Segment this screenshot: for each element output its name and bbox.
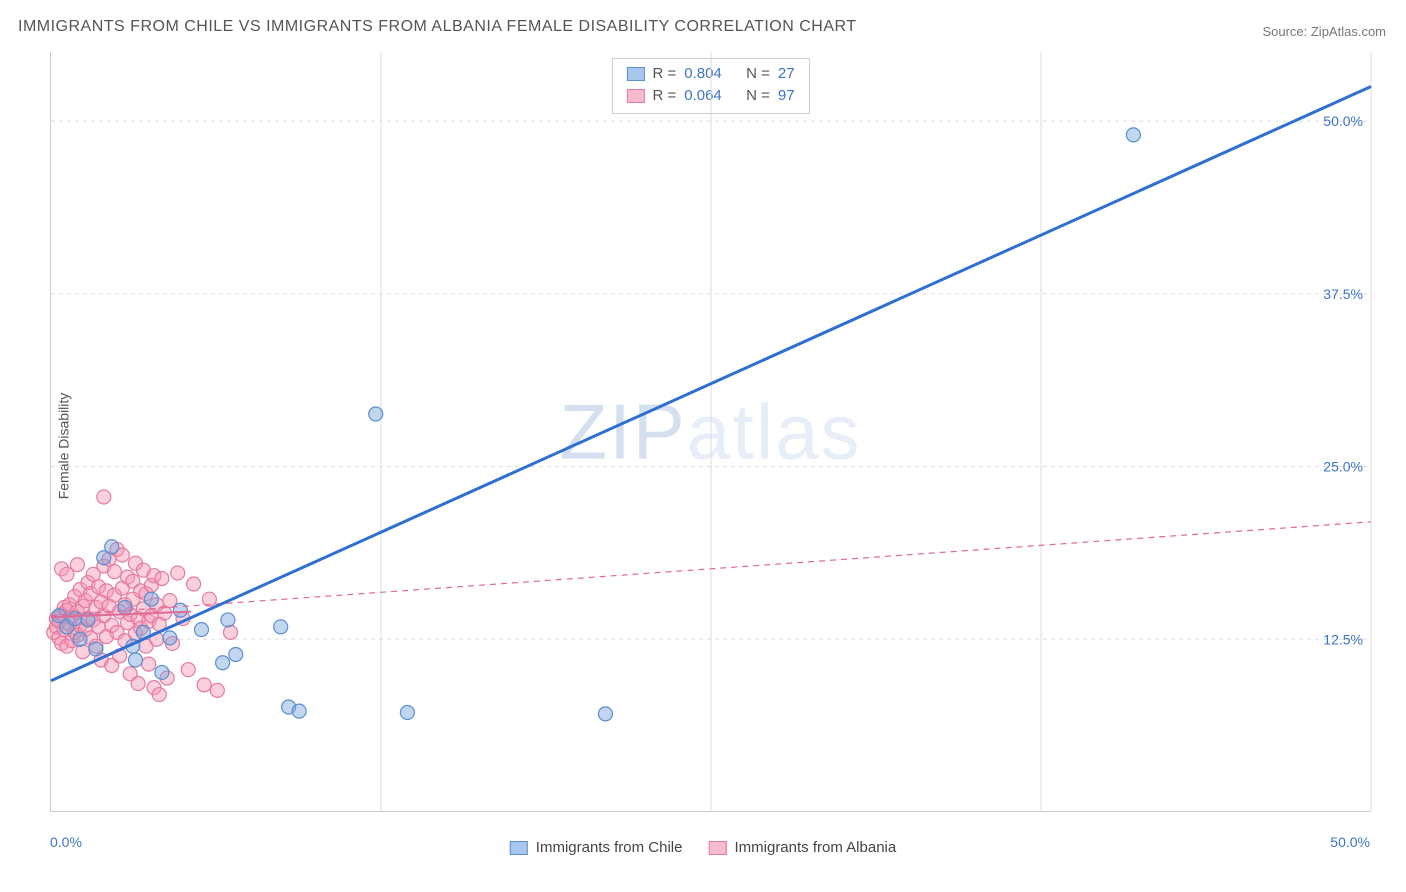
legend-label: Immigrants from Albania — [734, 839, 896, 856]
legend-item: Immigrants from Chile — [510, 839, 683, 856]
data-point — [181, 663, 195, 677]
legend-label: Immigrants from Chile — [536, 839, 683, 856]
data-point — [171, 566, 185, 580]
data-point — [369, 407, 383, 421]
data-point — [173, 603, 187, 617]
data-point — [216, 656, 230, 670]
x-tick-max: 50.0% — [1330, 834, 1370, 850]
data-point — [221, 613, 235, 627]
data-point — [118, 600, 132, 614]
data-point — [598, 707, 612, 721]
data-point — [292, 704, 306, 718]
legend-item: Immigrants from Albania — [708, 839, 896, 856]
chart-title: IMMIGRANTS FROM CHILE VS IMMIGRANTS FROM… — [18, 18, 857, 36]
data-point — [155, 571, 169, 585]
data-point — [229, 647, 243, 661]
data-point — [89, 642, 103, 656]
plot-svg: 12.5% 25.0% 37.5% 50.0% — [51, 52, 1370, 811]
data-point — [128, 653, 142, 667]
series-legend: Immigrants from Chile Immigrants from Alb… — [510, 839, 896, 856]
data-point — [274, 620, 288, 634]
data-point — [97, 490, 111, 504]
data-point — [197, 678, 211, 692]
data-point — [105, 540, 119, 554]
y-tick-label: 50.0% — [1323, 113, 1363, 129]
data-point — [224, 625, 238, 639]
legend-swatch-icon — [510, 841, 528, 855]
y-tick-label: 25.0% — [1323, 459, 1363, 475]
plot-area: ZIPatlas R = 0.804 N = 27 R = 0.064 N = … — [50, 52, 1370, 812]
x-tick-min: 0.0% — [50, 834, 82, 850]
data-point — [400, 706, 414, 720]
data-point — [163, 631, 177, 645]
data-point — [187, 577, 201, 591]
data-point — [107, 565, 121, 579]
data-point — [142, 657, 156, 671]
legend-swatch-icon — [708, 841, 726, 855]
y-tick-label: 37.5% — [1323, 286, 1363, 302]
source-attribution: Source: ZipAtlas.com — [1262, 24, 1386, 39]
data-point — [76, 645, 90, 659]
data-point — [73, 632, 87, 646]
data-point — [70, 558, 84, 572]
data-point — [210, 683, 224, 697]
data-point — [131, 676, 145, 690]
data-point — [194, 623, 208, 637]
data-point — [144, 592, 158, 606]
data-point — [155, 665, 169, 679]
y-tick-label: 12.5% — [1323, 631, 1363, 647]
data-point — [1126, 128, 1140, 142]
data-point — [152, 688, 166, 702]
